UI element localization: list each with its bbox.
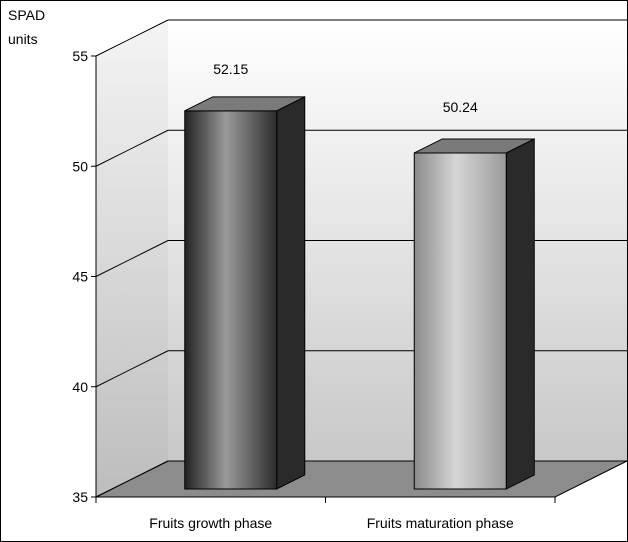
chart-walls bbox=[95, 20, 628, 498]
gridline-side bbox=[95, 240, 169, 277]
gridline-side bbox=[95, 19, 169, 57]
bar-side-face bbox=[276, 96, 306, 490]
y-tick-label: 50 bbox=[72, 158, 88, 174]
bar-front-face bbox=[413, 152, 507, 490]
y-tick-label: 55 bbox=[72, 48, 88, 64]
bar-top-face bbox=[414, 138, 535, 154]
x-tick-label: Fruits growth phase bbox=[149, 515, 272, 531]
bar-side-face bbox=[505, 138, 535, 490]
bars: 52.15 50.24 bbox=[184, 61, 535, 490]
y-tick-label: 35 bbox=[72, 489, 88, 505]
gridline-side bbox=[95, 129, 169, 167]
x-tick-label: Fruits maturation phase bbox=[367, 515, 514, 531]
y-tick-label: 40 bbox=[72, 379, 88, 395]
gridline-side bbox=[95, 350, 169, 388]
floor bbox=[95, 460, 628, 498]
y-tick-label: 45 bbox=[72, 269, 88, 285]
y-axis-title-line-1: SPAD bbox=[8, 7, 45, 23]
data-label: 50.24 bbox=[443, 99, 478, 115]
data-label: 52.15 bbox=[213, 61, 248, 77]
bar-front-face bbox=[184, 110, 278, 490]
x-axis: Fruits growth phase Fruits maturation pha… bbox=[95, 496, 556, 531]
gridline-side bbox=[95, 460, 169, 498]
bar-top-face bbox=[184, 96, 305, 112]
y-axis-title-line-2: units bbox=[8, 31, 38, 47]
y-axis: 35 40 45 50 55 bbox=[72, 48, 97, 505]
